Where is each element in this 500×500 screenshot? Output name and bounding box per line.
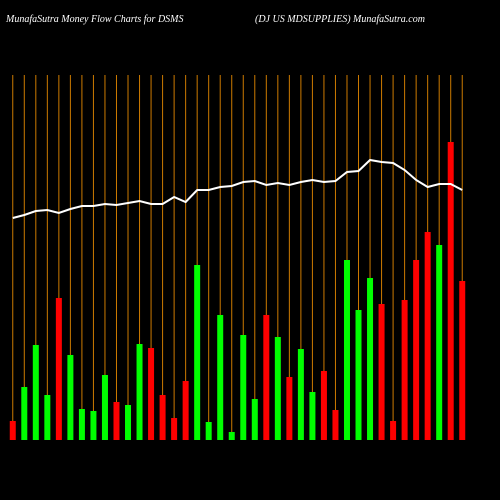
bar (274, 337, 281, 440)
bar (320, 371, 327, 440)
chart-subtitle: (DJ US MDSUPPLIES) MunafaSutra.com (255, 14, 425, 25)
bar (21, 387, 28, 440)
bar (228, 432, 235, 440)
bar (55, 298, 62, 440)
bar (424, 232, 431, 440)
bar (182, 381, 189, 440)
bar (113, 402, 120, 440)
bar (205, 422, 212, 440)
bar (78, 409, 85, 440)
bar (159, 395, 166, 440)
bar (286, 377, 293, 440)
bar (67, 355, 74, 440)
bar (297, 349, 304, 440)
chart-title: MunafaSutra Money Flow Charts for DSMS (5, 14, 184, 25)
bar (413, 260, 420, 440)
bar (332, 410, 339, 440)
bar (447, 142, 454, 440)
bar (32, 345, 39, 440)
bar (367, 278, 374, 440)
bar (101, 375, 108, 440)
bar (90, 411, 97, 440)
bar (171, 418, 178, 440)
bar (217, 315, 224, 440)
bar (309, 392, 316, 440)
bar (390, 421, 397, 440)
money-flow-line (12, 158, 463, 219)
bar (436, 245, 443, 440)
bar (9, 421, 16, 440)
bar (251, 399, 258, 440)
bar (44, 395, 51, 440)
bar (263, 315, 270, 440)
bar (148, 348, 155, 440)
bar (240, 335, 247, 440)
bar (194, 265, 201, 440)
bar (125, 405, 132, 440)
bar (401, 300, 408, 440)
bar (378, 304, 385, 440)
bar (459, 281, 466, 440)
bar (136, 344, 143, 440)
bar (343, 260, 350, 440)
bar (355, 310, 362, 440)
